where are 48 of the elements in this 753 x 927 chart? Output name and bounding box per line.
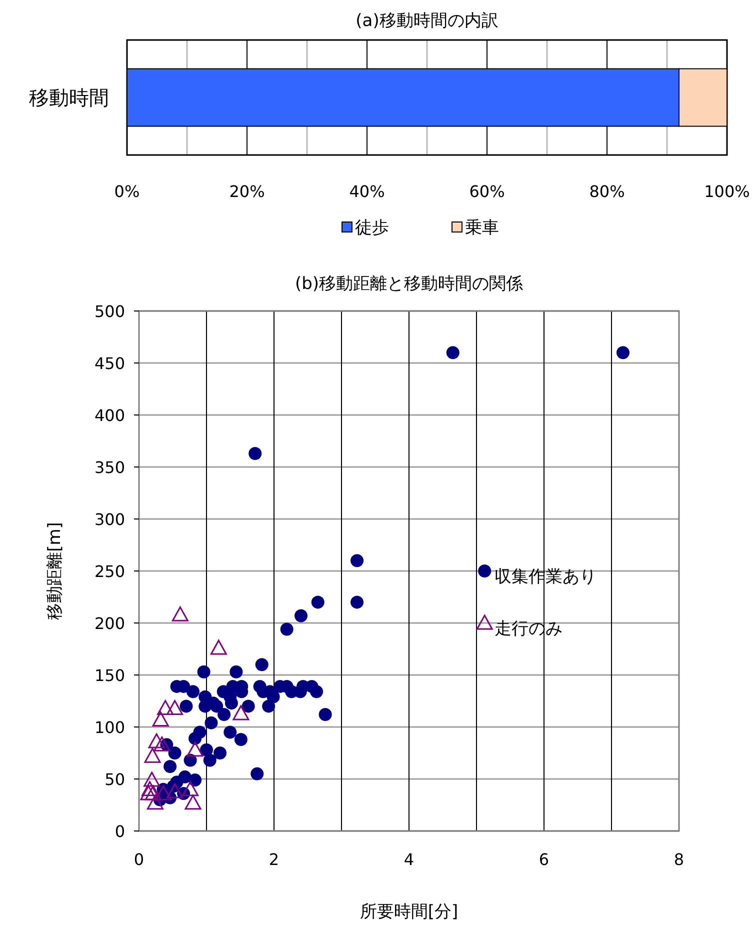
x-tick-label: 4	[404, 850, 414, 869]
y-tick-label: 200	[94, 614, 125, 633]
point	[210, 640, 227, 655]
y-tick-label: 250	[94, 562, 125, 581]
point	[144, 748, 161, 763]
x-tick-label: 2	[268, 850, 280, 869]
x-tick-label: 6	[538, 850, 550, 869]
y-tick-label: 500	[94, 302, 125, 321]
point	[172, 606, 188, 622]
point	[184, 794, 202, 810]
point	[144, 785, 162, 800]
point	[152, 711, 169, 726]
chart-title: (b)移動距離と移動時間の関係	[294, 274, 524, 294]
y-tick-label: 300	[94, 510, 125, 529]
legend-label: 徒歩	[355, 218, 389, 238]
x-tick-label: 0	[134, 850, 144, 869]
x-tick-label: 100%	[704, 182, 750, 201]
y-tick-label: 150	[94, 666, 125, 685]
y-tick-label: 移動時間	[29, 86, 109, 110]
point	[155, 785, 172, 800]
y-tick-label: 100	[94, 718, 125, 737]
x-tick-label: 0%	[114, 182, 140, 201]
point	[154, 736, 170, 752]
point	[166, 783, 184, 798]
point	[232, 705, 250, 720]
y-tick-label: 0	[114, 822, 125, 841]
chart-title: (a)移動時間の内訳	[356, 11, 498, 31]
point	[148, 733, 165, 748]
legend-label: 乗車	[465, 218, 499, 238]
y-tick-label: 350	[94, 458, 125, 477]
point	[182, 781, 199, 796]
point	[186, 742, 204, 757]
point	[157, 700, 174, 716]
x-tick-label: 20%	[229, 182, 265, 201]
y-tick-label: 50	[104, 770, 125, 789]
point	[146, 794, 164, 810]
y-tick-label: 450	[94, 354, 125, 373]
x-axis-title: 所要時間[分]	[360, 902, 458, 922]
y-tick-label: 400	[94, 406, 125, 425]
point	[142, 781, 158, 796]
x-tick-label: 80%	[589, 182, 625, 201]
x-tick-label: 60%	[469, 182, 505, 201]
point	[140, 785, 157, 800]
y-axis-title: 移動距離[m]	[45, 522, 65, 620]
x-tick-label: 8	[674, 850, 684, 869]
point	[166, 700, 184, 716]
x-tick-label: 40%	[349, 182, 385, 201]
point	[144, 772, 160, 787]
